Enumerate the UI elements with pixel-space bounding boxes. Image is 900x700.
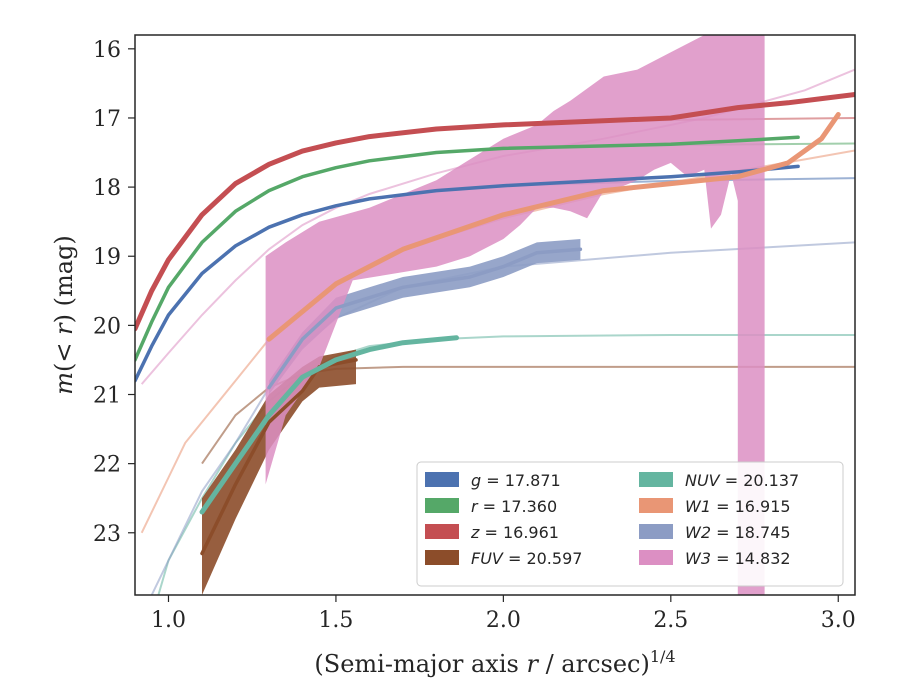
legend-label-w1: W1 = 16.915	[685, 497, 791, 516]
legend-swatch-w1	[639, 498, 673, 513]
y-tick-label: 17	[93, 107, 121, 132]
data-line-z	[135, 92, 855, 332]
x-tick-label: 1.5	[318, 608, 353, 633]
y-tick-label: 23	[93, 522, 121, 547]
legend-label-fuv: FUV = 20.597	[471, 549, 582, 568]
legend-swatch-z	[425, 524, 459, 539]
data-curves	[135, 92, 855, 556]
x-tick-label: 1.0	[151, 608, 186, 633]
legend-label-w2: W2 = 18.745	[685, 523, 791, 542]
data-line-r	[135, 135, 800, 362]
legend-label-r: r = 17.360	[471, 497, 557, 516]
y-axis-label: m(< r) (mag)	[50, 235, 78, 395]
legend-swatch-w3	[639, 550, 673, 565]
data-line-w1	[266, 112, 841, 342]
y-tick-label: 19	[93, 245, 121, 270]
x-axis-ticks: 1.0 1.5 2.0 2.5 3.0	[151, 595, 856, 633]
plot-frame	[134, 34, 856, 596]
y-tick-label: 22	[93, 453, 121, 478]
legend-swatch-w2	[639, 524, 673, 539]
x-axis-label: (Semi-major axis r / arcsec)1/4	[314, 647, 675, 678]
legend-swatch-fuv	[425, 550, 459, 565]
x-tick-label: 3.0	[821, 608, 856, 633]
y-tick-label: 16	[93, 38, 121, 63]
legend-swatch-g	[425, 472, 459, 487]
x-tick-label: 2.0	[486, 608, 521, 633]
band-w3	[265, 35, 765, 595]
y-axis-ticks: 16 17 18 19 20 21 22 23	[93, 38, 135, 547]
legend: g = 17.871 r = 17.360 z = 16.961 FUV = 20.5…	[416, 461, 844, 587]
data-line-g	[135, 164, 800, 383]
uncertainty-bands	[202, 35, 765, 595]
data-line-nuv	[199, 335, 459, 515]
legend-label-z: z = 16.961	[470, 523, 559, 542]
legend-label-nuv: NUV = 20.137	[685, 471, 799, 490]
y-tick-label: 20	[93, 314, 121, 339]
legend-swatch-r	[425, 498, 459, 513]
legend-label-g: g = 17.871	[471, 471, 561, 490]
legend-swatch-nuv	[639, 472, 673, 487]
y-tick-label: 21	[93, 384, 121, 409]
y-tick-label: 18	[93, 176, 121, 201]
x-tick-label: 2.5	[653, 608, 688, 633]
legend-label-w3: W3 = 14.832	[685, 549, 791, 568]
legend-box	[416, 461, 844, 587]
data-line-w2	[267, 247, 583, 390]
